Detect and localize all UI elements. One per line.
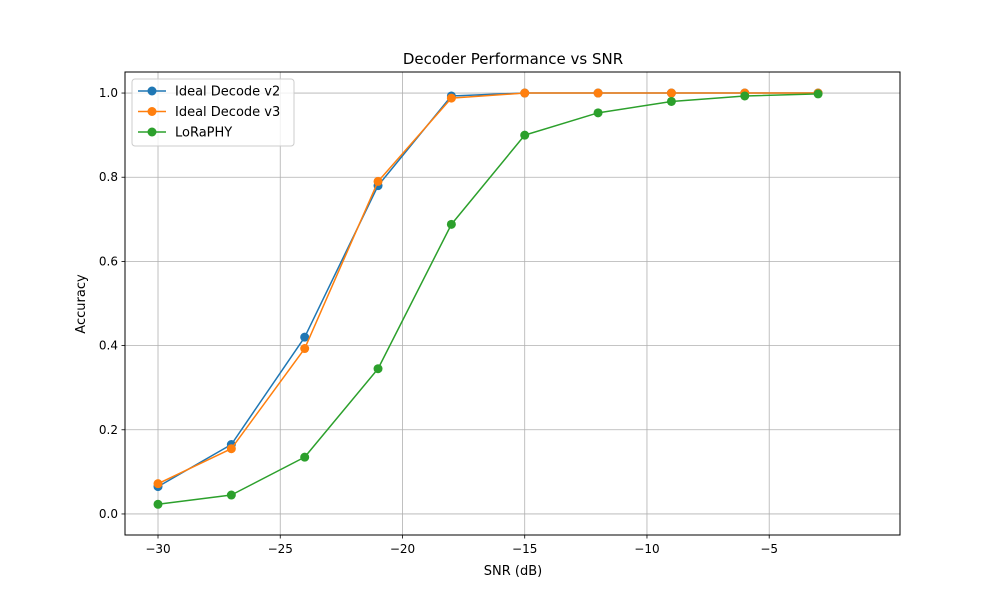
legend: Ideal Decode v2 Ideal Decode v3 LoRaPHY bbox=[131, 78, 295, 147]
series-3-point bbox=[740, 91, 750, 101]
x-tick-label: −5 bbox=[760, 542, 778, 556]
y-tick-label: 0.0 bbox=[99, 507, 118, 521]
series-3-point bbox=[593, 108, 603, 118]
series-1-point bbox=[300, 332, 310, 342]
legend-label-2: Ideal Decode v3 bbox=[175, 105, 280, 120]
plot-frame bbox=[124, 71, 901, 536]
series-2-point bbox=[520, 88, 530, 98]
legend-marker-2 bbox=[147, 107, 157, 116]
series-3-point bbox=[666, 96, 676, 106]
legend-label-1: Ideal Decode v2 bbox=[175, 85, 280, 100]
series-2-point bbox=[226, 444, 236, 454]
series-2-point bbox=[593, 88, 603, 98]
chart-title: Decoder Performance vs SNR bbox=[403, 50, 623, 68]
series-3-point bbox=[300, 452, 310, 462]
y-tick-label: 0.6 bbox=[99, 254, 118, 268]
series-2-point bbox=[373, 176, 383, 186]
x-tick-label: −15 bbox=[512, 542, 537, 556]
legend-box bbox=[131, 78, 295, 147]
y-axis-label: Accuracy bbox=[74, 274, 89, 334]
series-line-1 bbox=[157, 92, 819, 488]
series-3-point bbox=[373, 364, 383, 374]
series-3-point bbox=[226, 490, 236, 500]
legend-label-3: LoRaPHY bbox=[175, 126, 232, 141]
series-3-point bbox=[520, 130, 530, 140]
series-line-2 bbox=[157, 92, 819, 485]
y-tick-label: 0.4 bbox=[99, 339, 118, 353]
series-line-3 bbox=[157, 93, 819, 506]
series-2-point bbox=[666, 88, 676, 98]
x-axis-label: SNR (dB) bbox=[484, 564, 542, 579]
y-tick-label: 1.0 bbox=[99, 86, 118, 100]
series-2-point bbox=[300, 344, 310, 354]
series-3-point bbox=[813, 89, 823, 99]
ticks-layer: −30 −25 −20 −15 −10 −5 0.0 0.2 0.4 0.6 0.8 1.0 bbox=[99, 86, 778, 556]
legend-marker-1 bbox=[147, 86, 157, 96]
x-tick-label: −20 bbox=[390, 542, 415, 556]
x-tick-label: −10 bbox=[634, 542, 659, 556]
series-2-point bbox=[153, 479, 163, 489]
series-layer bbox=[153, 88, 823, 509]
x-tick-label: −25 bbox=[268, 542, 293, 556]
y-tick-label: 0.8 bbox=[99, 170, 118, 184]
series-3-point bbox=[446, 219, 456, 229]
y-tick-label: 0.2 bbox=[99, 423, 118, 437]
series-2-point bbox=[446, 93, 456, 103]
series-3-point bbox=[153, 499, 163, 509]
x-tick-label: −30 bbox=[145, 542, 170, 556]
legend-marker-3 bbox=[147, 127, 157, 137]
